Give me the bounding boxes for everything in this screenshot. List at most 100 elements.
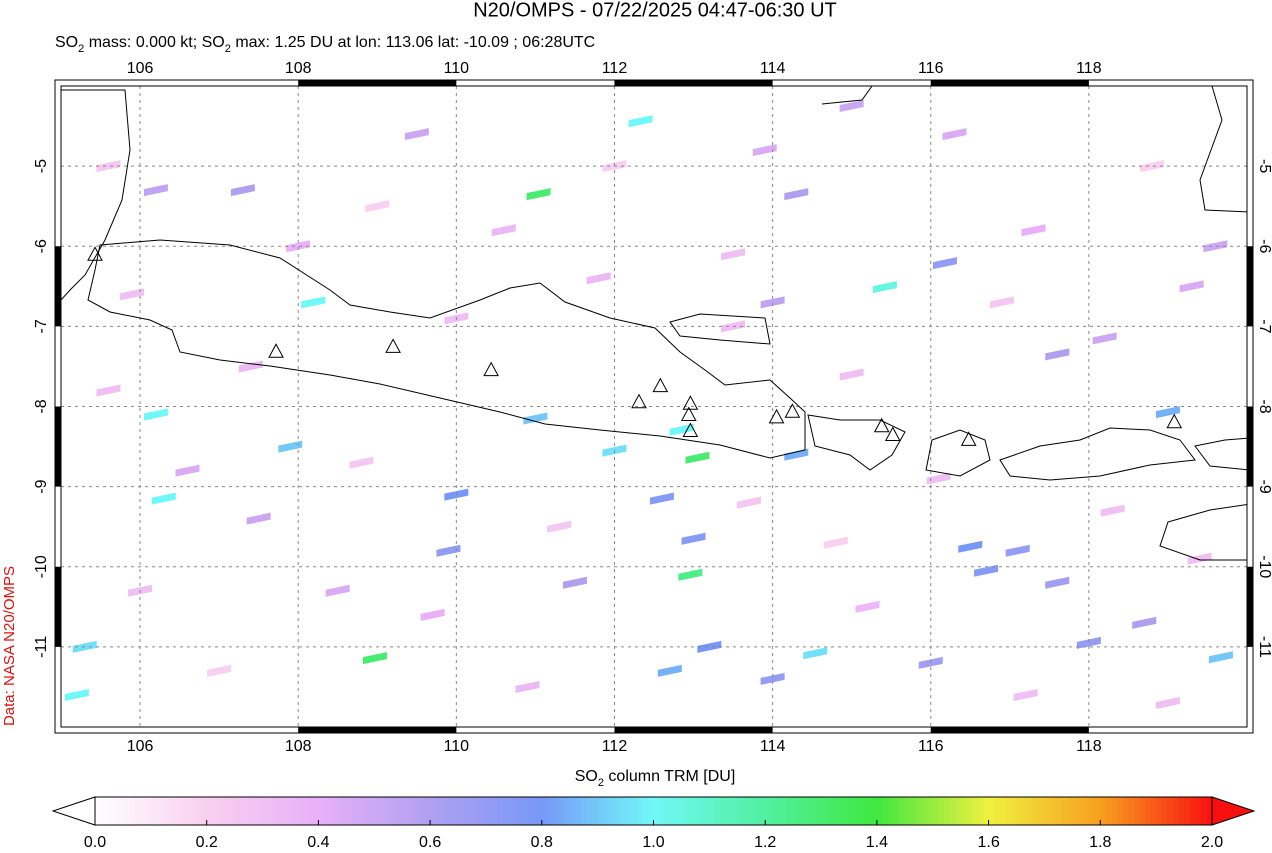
frame-bar bbox=[55, 246, 61, 327]
so2-pixel bbox=[436, 544, 461, 557]
colorbar-step bbox=[1100, 797, 1107, 825]
colorbar-step bbox=[1144, 797, 1152, 825]
colorbar-step bbox=[910, 797, 917, 825]
coast-lombok bbox=[925, 429, 991, 477]
so2-pixel bbox=[697, 640, 722, 653]
text-part: column TRM [DU] bbox=[604, 768, 735, 785]
colorbar-step bbox=[284, 797, 291, 825]
colorbar-tick-label: 0.4 bbox=[307, 834, 329, 851]
so2-pixel bbox=[855, 600, 880, 613]
colorbar-step bbox=[904, 797, 911, 825]
so2-pixel bbox=[681, 532, 706, 545]
subscript: 2 bbox=[225, 43, 231, 55]
colorbar-step bbox=[882, 797, 889, 825]
frame-bar bbox=[930, 80, 1089, 86]
so2-pixel bbox=[230, 184, 255, 197]
colorbar-step bbox=[1033, 797, 1040, 825]
x-tick-label: 110 bbox=[444, 738, 470, 755]
colorbar-step bbox=[1122, 797, 1129, 825]
colorbar-step bbox=[156, 797, 163, 825]
colorbar-step bbox=[106, 797, 113, 825]
coast-java bbox=[87, 239, 806, 459]
colorbar-step bbox=[1077, 797, 1085, 825]
colorbar-step bbox=[1150, 797, 1157, 825]
colorbar-step bbox=[1172, 797, 1179, 825]
so2-pixel bbox=[365, 200, 390, 213]
colorbar-step bbox=[201, 797, 208, 825]
frame-bar bbox=[298, 727, 457, 733]
y-tick-label: -10 bbox=[1256, 555, 1272, 578]
colorbar-step bbox=[329, 797, 336, 825]
colorbar-step bbox=[547, 797, 554, 825]
colorbar-step bbox=[357, 797, 364, 825]
colorbar-step bbox=[977, 797, 984, 825]
y-tick-label: -9 bbox=[33, 479, 50, 493]
colorbar-step bbox=[983, 797, 990, 825]
colorbar-step bbox=[675, 797, 682, 825]
colorbar-step bbox=[1083, 797, 1090, 825]
colorbar-step bbox=[441, 797, 448, 825]
colorbar-step bbox=[1206, 797, 1213, 825]
subtitle: SO2 mass: 0.000 kt; SO2 max: 1.25 DU at … bbox=[55, 34, 595, 55]
so2-pixel bbox=[1132, 616, 1157, 629]
colorbar-step bbox=[893, 797, 900, 825]
frame-bar bbox=[930, 727, 1089, 733]
colorbar-step bbox=[888, 797, 895, 825]
so2-pixel bbox=[96, 160, 121, 173]
colorbar-step bbox=[709, 797, 716, 825]
frame-bar bbox=[614, 727, 773, 733]
colorbar-step bbox=[798, 797, 805, 825]
colorbar-step bbox=[497, 797, 504, 825]
so2-pixel bbox=[1179, 280, 1204, 293]
colorbar-step bbox=[832, 797, 839, 825]
colorbar-step bbox=[184, 797, 191, 825]
colorbar-tick-label: 0.6 bbox=[419, 834, 441, 851]
colorbar-tick-label: 0.2 bbox=[196, 834, 218, 851]
colorbar-step bbox=[988, 797, 995, 825]
colorbar-step bbox=[731, 797, 738, 825]
colorbar-step bbox=[1161, 797, 1168, 825]
colorbar-step bbox=[848, 797, 856, 825]
colorbar-step bbox=[536, 797, 543, 825]
colorbar-step bbox=[435, 797, 442, 825]
coast-borneo bbox=[820, 86, 873, 105]
colorbar-step bbox=[636, 797, 643, 825]
grid bbox=[61, 86, 1247, 727]
x-tick-label: 116 bbox=[918, 738, 944, 755]
so2-pixel bbox=[562, 576, 587, 589]
colorbar-step bbox=[195, 797, 202, 825]
colorbar-step bbox=[530, 797, 537, 825]
credit: Data: NASA N20/OMPS bbox=[1, 566, 18, 726]
colorbar-step bbox=[139, 797, 146, 825]
x-tick-label: 118 bbox=[1076, 60, 1102, 77]
so2-pixel bbox=[1005, 544, 1030, 557]
so2-pixel bbox=[151, 492, 176, 505]
colorbar-step bbox=[809, 797, 816, 825]
colorbar-step bbox=[1005, 797, 1012, 825]
so2-pixel bbox=[526, 188, 551, 201]
volcano bbox=[631, 393, 647, 409]
so2-pixel bbox=[1045, 348, 1070, 361]
colorbar-step bbox=[1044, 797, 1051, 825]
colorbar-step bbox=[463, 797, 470, 825]
title: N20/OMPS - 07/22/2025 04:47-06:30 UT bbox=[473, 0, 837, 21]
colorbar-step bbox=[134, 797, 141, 825]
colorbar-step bbox=[625, 797, 632, 825]
colorbar-step bbox=[100, 797, 107, 825]
volcano bbox=[784, 403, 801, 418]
colorbar-step bbox=[966, 797, 973, 825]
colorbar-step bbox=[1139, 797, 1146, 825]
colorbar-step bbox=[424, 797, 431, 825]
so2-pixel bbox=[64, 688, 89, 701]
colorbar-step bbox=[474, 797, 481, 825]
so2-pixel bbox=[349, 456, 374, 469]
x-tick-label: 108 bbox=[285, 60, 312, 77]
colorbar-step bbox=[519, 797, 526, 825]
colorbar-step bbox=[413, 797, 420, 825]
colorbar-step bbox=[1105, 797, 1112, 825]
colorbar-step bbox=[268, 797, 275, 825]
x-tick-label: 114 bbox=[760, 738, 786, 755]
colorbar-step bbox=[1027, 797, 1034, 825]
colorbar-step bbox=[580, 797, 587, 825]
colorbar-step bbox=[1089, 797, 1096, 825]
